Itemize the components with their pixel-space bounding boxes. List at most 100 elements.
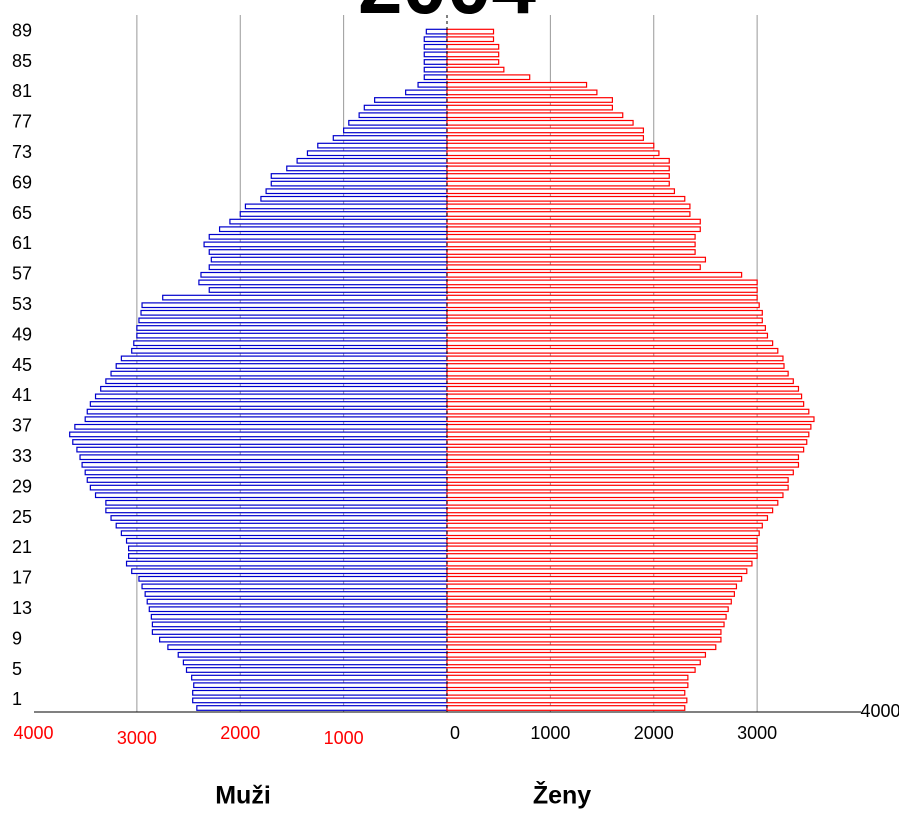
bar bbox=[446, 97, 613, 103]
bar bbox=[131, 568, 448, 575]
bar bbox=[446, 537, 758, 544]
bar bbox=[446, 135, 645, 141]
bar bbox=[146, 598, 448, 605]
bar bbox=[182, 659, 448, 666]
bar bbox=[120, 355, 448, 362]
bar bbox=[74, 423, 448, 430]
bar bbox=[446, 689, 686, 696]
bar bbox=[405, 89, 448, 96]
bar bbox=[151, 621, 448, 628]
x-tick-label: 2000 bbox=[634, 723, 674, 743]
bar bbox=[446, 59, 500, 65]
bar bbox=[286, 165, 448, 172]
bar bbox=[446, 568, 748, 575]
bar bbox=[136, 332, 448, 339]
y-tick-label: 21 bbox=[12, 537, 32, 557]
y-tick-label: 33 bbox=[12, 446, 32, 466]
bar bbox=[131, 347, 448, 354]
bar bbox=[446, 165, 670, 172]
bar bbox=[200, 271, 448, 278]
bar bbox=[446, 104, 613, 111]
bar bbox=[446, 127, 645, 134]
bar bbox=[115, 363, 448, 369]
bar bbox=[446, 211, 691, 217]
bar bbox=[446, 188, 676, 195]
bar bbox=[446, 484, 789, 491]
x-tick-label: 4000 bbox=[861, 701, 899, 721]
bar bbox=[446, 119, 634, 126]
bar bbox=[363, 104, 448, 111]
bar bbox=[374, 97, 448, 103]
y-tick-label: 61 bbox=[12, 233, 32, 253]
bar bbox=[446, 294, 758, 301]
bar bbox=[86, 477, 448, 483]
y-tick-label: 9 bbox=[12, 628, 22, 648]
bar bbox=[446, 621, 725, 628]
x-tick-label: 3000 bbox=[117, 728, 157, 748]
bar bbox=[446, 644, 717, 651]
bar bbox=[446, 89, 598, 96]
bar bbox=[260, 195, 448, 202]
bar bbox=[446, 591, 735, 597]
axis-label: Muži bbox=[215, 782, 271, 810]
bar bbox=[446, 142, 655, 149]
bar bbox=[196, 705, 448, 711]
bar bbox=[69, 431, 448, 438]
bar bbox=[270, 180, 448, 187]
y-tick-label: 57 bbox=[12, 264, 32, 284]
bar bbox=[446, 112, 624, 119]
bar bbox=[105, 507, 448, 514]
bar bbox=[423, 51, 448, 58]
bar bbox=[193, 682, 448, 689]
bar bbox=[348, 119, 448, 126]
bar bbox=[192, 689, 448, 696]
bar bbox=[358, 112, 448, 119]
bar bbox=[446, 545, 758, 552]
bar bbox=[208, 233, 448, 240]
bar bbox=[446, 355, 784, 362]
bar bbox=[125, 560, 448, 567]
bar bbox=[446, 439, 808, 445]
bar bbox=[423, 66, 448, 73]
y-tick-label: 17 bbox=[12, 568, 32, 588]
bar bbox=[446, 226, 701, 233]
bar bbox=[110, 515, 448, 521]
bar bbox=[192, 697, 448, 704]
bar bbox=[446, 66, 505, 73]
bar bbox=[446, 36, 495, 43]
bar bbox=[446, 28, 495, 35]
bar bbox=[81, 461, 448, 468]
bar bbox=[446, 454, 800, 461]
bar bbox=[446, 271, 743, 278]
y-tick-label: 49 bbox=[12, 324, 32, 344]
bar bbox=[208, 264, 448, 271]
bar bbox=[446, 180, 670, 187]
y-tick-label: 45 bbox=[12, 355, 32, 375]
bar bbox=[446, 515, 769, 521]
y-tick-label: 65 bbox=[12, 203, 32, 223]
bar bbox=[446, 256, 707, 263]
bar bbox=[148, 606, 448, 613]
bar bbox=[86, 408, 448, 415]
bar bbox=[446, 613, 727, 620]
x-tick-label: 4000 bbox=[13, 723, 53, 743]
bar bbox=[144, 591, 448, 597]
y-tick-label: 1 bbox=[12, 689, 22, 709]
bar bbox=[446, 446, 805, 453]
bar bbox=[446, 309, 763, 316]
bar bbox=[446, 507, 774, 514]
bar bbox=[270, 173, 448, 179]
bar bbox=[446, 233, 696, 240]
bar bbox=[446, 477, 789, 483]
bar bbox=[296, 157, 448, 164]
bar bbox=[125, 537, 448, 544]
bar bbox=[446, 598, 732, 605]
bar bbox=[94, 492, 448, 499]
bar bbox=[265, 188, 448, 195]
bar bbox=[105, 378, 448, 385]
y-tick-label: 77 bbox=[12, 112, 32, 132]
y-tick-label: 41 bbox=[12, 385, 32, 405]
bar bbox=[128, 553, 448, 559]
bar bbox=[177, 651, 448, 658]
